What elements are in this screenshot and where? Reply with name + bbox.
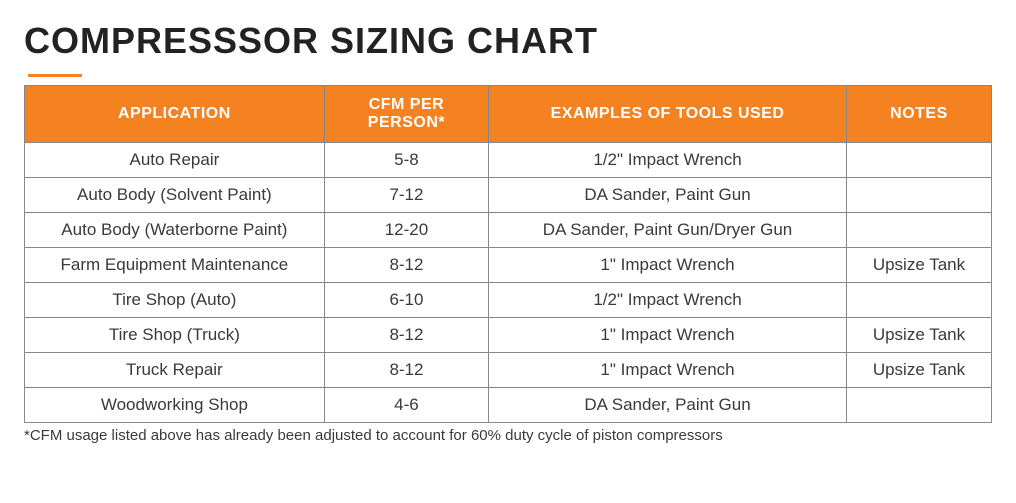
- cell-application: Auto Body (Waterborne Paint): [25, 213, 325, 248]
- cell-cfm: 8-12: [324, 248, 488, 283]
- cell-notes: Upsize Tank: [846, 318, 991, 353]
- cell-cfm: 4-6: [324, 388, 488, 423]
- sizing-table: APPLICATION CFM PER PERSON* EXAMPLES OF …: [24, 85, 992, 423]
- cell-cfm: 7-12: [324, 178, 488, 213]
- column-header-application: APPLICATION: [25, 86, 325, 143]
- cell-tools: 1" Impact Wrench: [489, 318, 847, 353]
- table-row: Woodworking Shop 4-6 DA Sander, Paint Gu…: [25, 388, 992, 423]
- cell-notes: [846, 143, 991, 178]
- accent-line: [28, 74, 82, 77]
- cell-tools: 1" Impact Wrench: [489, 248, 847, 283]
- cell-tools: 1/2" Impact Wrench: [489, 143, 847, 178]
- column-header-notes: NOTES: [846, 86, 991, 143]
- cell-application: Auto Repair: [25, 143, 325, 178]
- table-row: Truck Repair 8-12 1" Impact Wrench Upsiz…: [25, 353, 992, 388]
- cell-notes: Upsize Tank: [846, 248, 991, 283]
- table-row: Tire Shop (Truck) 8-12 1" Impact Wrench …: [25, 318, 992, 353]
- cell-notes: [846, 178, 991, 213]
- table-row: Auto Body (Waterborne Paint) 12-20 DA Sa…: [25, 213, 992, 248]
- cell-application: Farm Equipment Maintenance: [25, 248, 325, 283]
- cell-application: Tire Shop (Auto): [25, 283, 325, 318]
- cell-application: Woodworking Shop: [25, 388, 325, 423]
- cell-tools: DA Sander, Paint Gun: [489, 178, 847, 213]
- cell-application: Tire Shop (Truck): [25, 318, 325, 353]
- table-header-row: APPLICATION CFM PER PERSON* EXAMPLES OF …: [25, 86, 992, 143]
- cell-tools: 1" Impact Wrench: [489, 353, 847, 388]
- table-row: Farm Equipment Maintenance 8-12 1" Impac…: [25, 248, 992, 283]
- cell-tools: DA Sander, Paint Gun/Dryer Gun: [489, 213, 847, 248]
- cell-cfm: 5-8: [324, 143, 488, 178]
- cell-notes: [846, 213, 991, 248]
- cell-cfm: 6-10: [324, 283, 488, 318]
- footnote: *CFM usage listed above has already been…: [24, 427, 992, 444]
- column-header-cfm: CFM PER PERSON*: [324, 86, 488, 143]
- cell-notes: [846, 388, 991, 423]
- cell-notes: Upsize Tank: [846, 353, 991, 388]
- cell-cfm: 8-12: [324, 353, 488, 388]
- cell-application: Auto Body (Solvent Paint): [25, 178, 325, 213]
- table-row: Auto Repair 5-8 1/2" Impact Wrench: [25, 143, 992, 178]
- table-row: Tire Shop (Auto) 6-10 1/2" Impact Wrench: [25, 283, 992, 318]
- cell-tools: 1/2" Impact Wrench: [489, 283, 847, 318]
- table-row: Auto Body (Solvent Paint) 7-12 DA Sander…: [25, 178, 992, 213]
- cell-cfm: 8-12: [324, 318, 488, 353]
- cell-notes: [846, 283, 991, 318]
- page-title: COMPRESSSOR SIZING CHART: [24, 20, 992, 62]
- column-header-tools: EXAMPLES OF TOOLS USED: [489, 86, 847, 143]
- cell-cfm: 12-20: [324, 213, 488, 248]
- cell-tools: DA Sander, Paint Gun: [489, 388, 847, 423]
- cell-application: Truck Repair: [25, 353, 325, 388]
